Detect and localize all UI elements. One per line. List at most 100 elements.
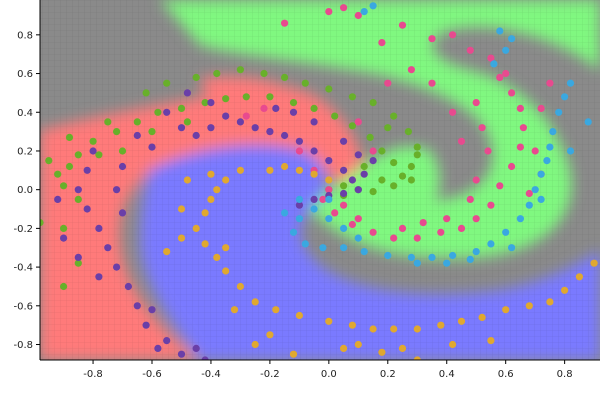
scatter-point — [325, 85, 333, 93]
scatter-point — [113, 186, 121, 194]
scatter-point — [378, 147, 386, 155]
scatter-point — [163, 248, 171, 256]
scatter-point — [192, 131, 200, 140]
scatter-point — [192, 224, 200, 232]
scatter-point — [516, 143, 525, 151]
scatter-point — [95, 151, 103, 159]
scatter-point — [502, 69, 510, 78]
scatter-point — [177, 234, 186, 242]
scatter-point — [561, 286, 569, 294]
scatter-point — [490, 60, 498, 68]
scatter-point — [260, 104, 268, 112]
scatter-point — [236, 282, 244, 291]
scatter-point — [487, 337, 495, 345]
scatter-point — [390, 325, 398, 333]
scatter-point — [192, 344, 200, 352]
scatter-point — [366, 133, 374, 141]
scatter-point — [113, 263, 121, 271]
scatter-point — [478, 313, 486, 321]
scatter-point — [584, 118, 592, 126]
scatter-point — [60, 234, 68, 242]
scatter-point — [360, 8, 368, 16]
scatter-point — [319, 244, 327, 252]
scatter-point — [378, 348, 386, 356]
scatter-point — [369, 2, 377, 10]
scatter-point — [154, 344, 162, 352]
scatter-point — [310, 205, 318, 213]
scatter-point — [325, 186, 333, 194]
x-tick-label: 0.0 — [321, 369, 337, 380]
scatter-point — [281, 19, 289, 27]
scatter-point — [354, 151, 362, 159]
scatter-point — [340, 344, 348, 352]
scatter-point — [369, 157, 377, 165]
scatter-point — [413, 259, 421, 267]
scatter-point — [289, 228, 298, 236]
y-tick-label: 0.4 — [17, 108, 33, 119]
scatter-point — [348, 122, 356, 130]
scatter-point — [74, 186, 82, 194]
scatter-point — [360, 162, 368, 171]
scatter-point — [266, 331, 274, 339]
scatter-point — [54, 170, 62, 178]
axes: -0.8 -0.6 -0.4 -0.2 0.0 0.2 0.4 0.6 0.8 -0.8 -0.6… — [13, 0, 600, 380]
x-tick-label: 0.4 — [439, 369, 455, 380]
scatter-point — [281, 209, 289, 217]
scatter-point — [163, 337, 171, 345]
scatter-point — [457, 317, 466, 325]
scatter-point — [508, 162, 516, 171]
scatter-point — [310, 147, 318, 155]
scatter-point — [413, 143, 421, 151]
x-tick-label: 0.2 — [380, 369, 396, 380]
scatter-point — [266, 166, 274, 174]
scatter-point — [449, 251, 457, 260]
scatter-point — [295, 311, 303, 320]
scatter-point — [340, 189, 348, 198]
scatter-point — [183, 176, 191, 184]
scatter-point — [525, 302, 533, 310]
scatter-point — [549, 128, 557, 136]
scatter-point — [508, 244, 516, 252]
plot-area — [40, 0, 600, 360]
scatter-point — [60, 282, 68, 291]
scatter-point — [472, 176, 480, 184]
scatter-point — [289, 99, 298, 107]
scatter-point — [301, 240, 309, 248]
scatter-point — [398, 224, 407, 232]
scatter-point — [124, 282, 132, 291]
scatter-point — [348, 93, 356, 101]
scatter-point — [546, 79, 554, 87]
scatter-point — [236, 66, 244, 74]
scatter-point — [289, 350, 298, 358]
scatter-point — [201, 99, 209, 107]
scatter-point — [340, 244, 348, 252]
scatter-point — [295, 215, 303, 223]
scatter-point — [83, 166, 91, 174]
scatter-point — [74, 195, 82, 203]
scatter-point — [348, 176, 356, 184]
y-ticks: -0.8 -0.6 -0.4 -0.2 0.0 0.2 0.4 0.6 0.8 — [13, 30, 40, 351]
scatter-point — [331, 209, 339, 217]
scatter-point — [360, 170, 368, 178]
scatter-point — [398, 344, 407, 352]
scatter-point — [407, 66, 415, 74]
scatter-point — [516, 215, 525, 223]
scatter-point — [340, 166, 348, 174]
scatter-point — [118, 209, 127, 217]
scatter-point — [354, 215, 362, 223]
scatter-point — [289, 108, 298, 116]
scatter-point — [390, 234, 398, 242]
scatter-point — [466, 195, 474, 203]
scatter-point — [281, 131, 289, 140]
scatter-point — [525, 189, 533, 198]
scatter-point — [213, 253, 221, 261]
y-tick-label: -0.6 — [13, 301, 33, 312]
scatter-point — [222, 95, 230, 103]
scatter-point — [472, 215, 480, 223]
scatter-point — [177, 205, 186, 213]
scatter-point — [384, 251, 392, 260]
x-tick-label: -0.2 — [260, 369, 280, 380]
scatter-point — [163, 79, 171, 87]
scatter-point — [384, 79, 392, 87]
scatter-point — [413, 325, 421, 333]
